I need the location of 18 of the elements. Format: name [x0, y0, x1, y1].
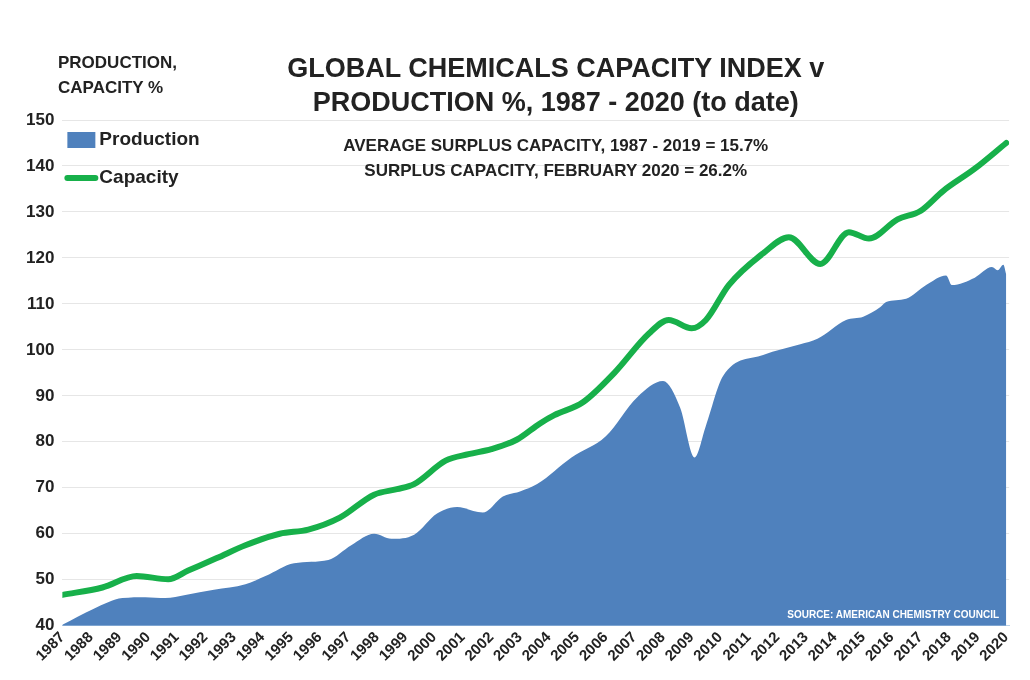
y-tick-label: 60 — [35, 523, 55, 543]
y-axis-title: PRODUCTION, CAPACITY % — [58, 52, 177, 97]
y-tick-label: 50 — [35, 569, 55, 589]
text: AVERAGE SURPLUS CAPACITY, 1987 - 2019 = 15.7% SURPLUS CAPACITY, FEBRUARY 2020 = 26.2% — [343, 135, 769, 180]
y-tick-label: 110 — [26, 293, 55, 313]
y-tick-label: 100 — [25, 339, 55, 359]
chart-title: GLOBAL CHEMICALS CAPACITY INDEX v PRODUCTION %, 1987 - 2020 (to date) — [287, 53, 825, 118]
y-tick-label: 150 — [25, 109, 55, 129]
y-tick-label: 40 — [35, 615, 55, 635]
y-tick-label: 120 — [25, 247, 55, 267]
annotation: SOURCE: AMERICAN CHEMISTRY COUNCIL — [787, 609, 1000, 621]
y-tick-label: 90 — [35, 385, 55, 405]
y-tick-label: 140 — [25, 155, 55, 175]
y-tick-label: 70 — [35, 477, 55, 497]
legend-label: Capacity — [99, 166, 179, 188]
legend-label: Production — [99, 128, 200, 150]
y-tick-label: 80 — [35, 431, 55, 451]
y-tick-label: 130 — [25, 201, 55, 221]
